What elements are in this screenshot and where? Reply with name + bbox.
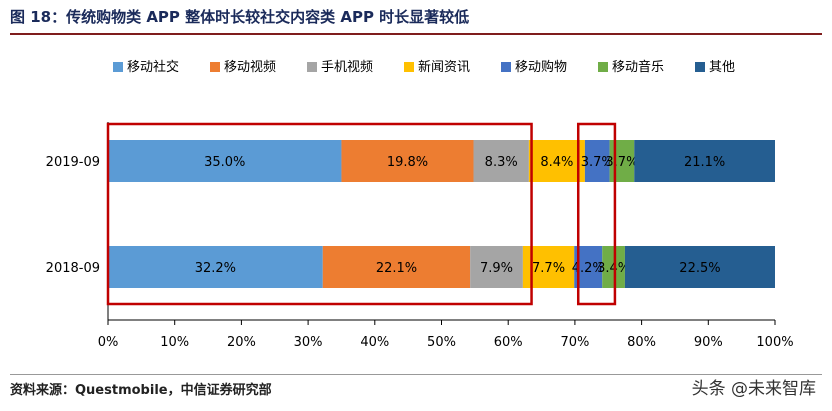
x-tick-label-3: 30% [294,335,323,350]
legend-label-6: 其他 [709,60,735,75]
bar-segment-1-5 [602,246,625,288]
bar-segment-0-1 [341,140,474,182]
x-tick-label-7: 70% [560,335,589,350]
data-label-1-5: 3.4% [597,261,630,276]
legend-swatch-5 [598,62,608,72]
x-tick-label-0: 0% [98,335,119,350]
highlight-box-0 [106,122,533,306]
x-tick-label-6: 60% [494,335,523,350]
highlight-box-1 [576,122,617,306]
bar-segment-1-6 [624,246,775,288]
bar-segment-1-0 [108,246,323,288]
x-tick-label-1: 10% [160,335,189,350]
legend-label-4: 移动购物 [515,59,567,75]
figure-title: 图 18：传统购物类 APP 整体时长较社交内容类 APP 时长显著较低 [10,6,822,35]
source-note: 资料来源：Questmobile，中信证券研究部 [10,374,822,398]
legend-swatch-0 [113,62,123,72]
data-label-1-0: 32.2% [195,261,236,276]
x-tick-label-8: 80% [627,335,656,350]
category-label-1: 2018-09 [46,261,100,276]
data-label-0-2: 8.3% [485,155,518,170]
data-label-0-4: 3.7% [581,155,614,170]
legend-label-0: 移动社交 [127,59,179,75]
x-tick-label-10: 100% [756,335,793,350]
bar-segment-1-2 [470,246,523,288]
x-tick-label-9: 90% [694,335,723,350]
x-tick-label-5: 50% [427,335,456,350]
watermark: 头条 @未来智库 [691,379,816,399]
x-axis: 0% 10% 20% 30% 40% 50% 60% 70% 80% 90% 100% [98,122,794,350]
legend-swatch-3 [404,62,414,72]
legend-swatch-4 [501,62,511,72]
x-tick-label-4: 40% [360,335,389,350]
legend-swatch-1 [210,62,220,72]
bar-segment-0-4 [584,140,610,182]
bar-series: 35.0% 19.8% 8.3% 8.4% 3.7%3.7% 21.1% 32.2% 22.1… [108,140,775,288]
legend-label-5: 移动音乐 [612,59,664,75]
data-label-0-6: 21.1% [684,155,725,170]
legend-label-1: 移动视频 [224,60,276,75]
data-label-1-4: 4.2% [572,261,605,276]
data-label-0-3: 8.4% [540,155,573,170]
data-label-1-2: 7.9% [480,261,513,276]
bar-segment-0-0 [108,140,342,182]
data-label-0-5: 3.7% [605,155,638,170]
bar-segment-1-1 [322,246,471,288]
chart-legend: 移动社交 移动视频 手机视频 新闻资讯 移动购物 移动音乐 其他 [113,59,735,75]
data-label-0-0: 35.0% [204,155,245,170]
y-axis-categories: 2019-09 2018-09 [46,155,100,276]
data-label-1-1: 22.1% [376,261,417,276]
legend-label-3: 新闻资讯 [418,59,470,75]
legend-label-2: 手机视频 [321,60,373,75]
highlight-boxes [106,122,617,306]
legend-swatch-2 [307,62,317,72]
data-label-1-3: 7.7% [532,261,565,276]
category-label-0: 2019-09 [46,155,100,170]
data-label-0-1: 19.8% [387,155,428,170]
data-label-1-6: 22.5% [679,261,720,276]
bar-segment-0-2 [473,140,529,182]
bar-segment-0-6 [634,140,775,182]
x-tick-label-2: 20% [227,335,256,350]
legend-swatch-6 [695,62,705,72]
bar-segment-0-3 [528,140,585,182]
